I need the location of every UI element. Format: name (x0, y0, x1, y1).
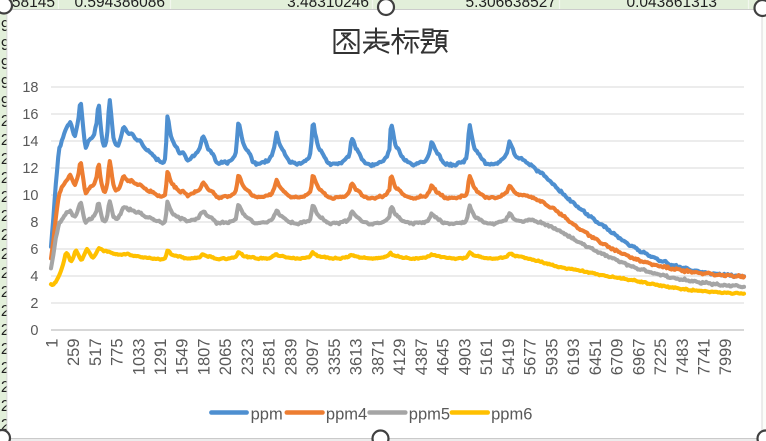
svg-text:2: 2 (30, 296, 38, 312)
svg-text:18: 18 (22, 80, 38, 96)
svg-text:7741: 7741 (696, 339, 714, 376)
svg-text:4129: 4129 (391, 339, 409, 376)
svg-text:517: 517 (87, 339, 105, 367)
svg-text:2: 2 (1, 170, 10, 187)
svg-text:9: 9 (1, 94, 10, 111)
svg-text:2: 2 (1, 113, 10, 130)
svg-text:775: 775 (109, 339, 127, 367)
svg-text:12: 12 (22, 161, 38, 177)
svg-text:6451: 6451 (587, 339, 605, 376)
svg-text:7225: 7225 (652, 339, 670, 376)
svg-text:2581: 2581 (261, 339, 279, 376)
svg-text:1291: 1291 (152, 339, 170, 376)
svg-text:9: 9 (1, 75, 10, 92)
svg-text:6709: 6709 (609, 339, 627, 376)
svg-text:2: 2 (1, 360, 10, 377)
svg-text:3613: 3613 (348, 339, 366, 376)
svg-text:0: 0 (30, 323, 38, 339)
svg-text:5.306638527: 5.306638527 (465, 0, 556, 11)
svg-text:9: 9 (1, 56, 10, 73)
svg-text:2: 2 (1, 246, 10, 263)
svg-text:2: 2 (1, 417, 10, 434)
svg-text:3871: 3871 (369, 339, 387, 376)
svg-text:2: 2 (1, 303, 10, 320)
svg-text:6: 6 (30, 242, 38, 258)
svg-text:3355: 3355 (326, 339, 344, 376)
svg-text:2: 2 (1, 341, 10, 358)
svg-text:7999: 7999 (717, 339, 735, 376)
svg-text:ppm4: ppm4 (326, 406, 367, 424)
svg-text:2: 2 (1, 132, 10, 149)
svg-text:0.594386086: 0.594386086 (74, 0, 165, 11)
svg-text:ppm5: ppm5 (409, 406, 450, 424)
svg-text:2: 2 (1, 322, 10, 339)
svg-text:6193: 6193 (565, 339, 583, 376)
svg-text:6967: 6967 (630, 339, 648, 376)
svg-text:2: 2 (1, 379, 10, 396)
svg-text:ppm6: ppm6 (491, 406, 532, 424)
svg-text:0.043861313: 0.043861313 (626, 0, 717, 11)
svg-text:2: 2 (1, 227, 10, 244)
svg-text:ppm: ppm (251, 406, 283, 424)
svg-text:1033: 1033 (130, 339, 148, 376)
svg-text:2: 2 (1, 208, 10, 225)
svg-text:1807: 1807 (196, 339, 214, 376)
svg-text:2: 2 (1, 151, 10, 168)
svg-text:58145: 58145 (12, 0, 55, 11)
svg-text:5677: 5677 (522, 339, 540, 376)
svg-text:5161: 5161 (478, 339, 496, 376)
svg-text:16: 16 (22, 107, 38, 123)
svg-text:4387: 4387 (413, 339, 431, 376)
svg-text:2: 2 (1, 284, 10, 301)
svg-text:4903: 4903 (456, 339, 474, 376)
svg-text:7483: 7483 (674, 339, 692, 376)
svg-text:2: 2 (1, 398, 10, 415)
svg-text:3097: 3097 (304, 339, 322, 376)
svg-text:4: 4 (30, 269, 38, 285)
svg-text:5419: 5419 (500, 339, 518, 376)
svg-text:2065: 2065 (217, 339, 235, 376)
svg-text:3.48310246: 3.48310246 (287, 0, 369, 11)
svg-text:9: 9 (1, 18, 10, 35)
svg-text:14: 14 (22, 134, 38, 150)
svg-text:9: 9 (1, 37, 10, 54)
svg-text:1549: 1549 (174, 339, 192, 376)
svg-text:2: 2 (1, 265, 10, 282)
svg-text:2839: 2839 (282, 339, 300, 376)
svg-text:2: 2 (1, 189, 10, 206)
svg-text:5935: 5935 (543, 339, 561, 376)
svg-text:10: 10 (22, 188, 38, 204)
svg-text:4645: 4645 (435, 339, 453, 376)
svg-text:259: 259 (65, 339, 83, 367)
svg-text:8: 8 (30, 215, 38, 231)
svg-text:2323: 2323 (239, 339, 257, 376)
svg-text:1: 1 (43, 339, 61, 348)
